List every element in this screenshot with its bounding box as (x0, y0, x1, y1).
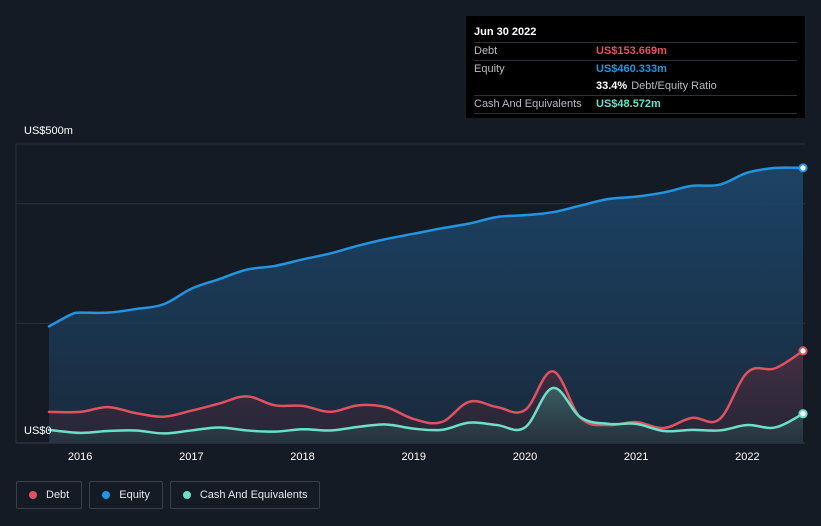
legend-item-debt[interactable]: Debt (16, 481, 83, 509)
debt-line (47, 349, 805, 430)
cash-area (49, 387, 803, 443)
data-tooltip: Jun 30 2022 Debt US$153.669m Equity US$4… (466, 16, 805, 118)
debt-end-marker (798, 346, 808, 356)
tooltip-debt-value: US$153.669m (596, 45, 667, 57)
x-tick-2022: 2022 (735, 451, 760, 463)
legend-debt-label: Debt (46, 489, 70, 501)
cash-dot-icon (182, 491, 191, 499)
equity-dot-icon (102, 491, 111, 499)
y-axis-max-label: US$500m (24, 125, 73, 137)
y-axis-min-label: US$0 (24, 425, 52, 437)
tooltip-ratio-label: Debt/Equity Ratio (631, 80, 717, 92)
tooltip-equity-label: Equity (474, 63, 505, 75)
tooltip-equity-value: US$460.333m (596, 63, 667, 75)
tooltip-date: Jun 30 2022 (474, 26, 537, 38)
tooltip-debt-label: Debt (474, 45, 498, 57)
x-tick-2019: 2019 (401, 451, 427, 463)
x-tick-2021: 2021 (623, 451, 649, 463)
cash-line (47, 386, 805, 435)
equity-area (49, 167, 803, 443)
tooltip-cash-value: US$48.572m (596, 98, 661, 110)
legend-item-equity[interactable]: Equity (89, 481, 163, 509)
legend-cash-label: Cash And Equivalents (199, 489, 308, 501)
equity-end-marker (798, 163, 808, 173)
series-areas (49, 167, 803, 443)
x-tick-2020: 2020 (512, 451, 538, 463)
series-lines (47, 166, 805, 435)
tooltip-ratio-spacer (474, 78, 596, 95)
equity-line (47, 166, 805, 328)
debt-dot-icon (29, 491, 37, 499)
debt-area (49, 350, 803, 443)
tooltip-cash-label: Cash And Equivalents (474, 98, 582, 110)
tooltip-bottom-rule (474, 113, 797, 115)
x-tick-2018: 2018 (290, 451, 315, 463)
legend-item-cash[interactable]: Cash And Equivalents (169, 481, 321, 509)
x-tick-2016: 2016 (67, 451, 93, 463)
cash-end-marker (798, 409, 808, 419)
tooltip-ratio-value: 33.4% (596, 80, 628, 92)
chart-legend: Debt Equity Cash And Equivalents (16, 481, 321, 509)
end-markers (798, 163, 808, 419)
x-tick-2017: 2017 (179, 451, 204, 463)
legend-equity-label: Equity (119, 489, 150, 501)
